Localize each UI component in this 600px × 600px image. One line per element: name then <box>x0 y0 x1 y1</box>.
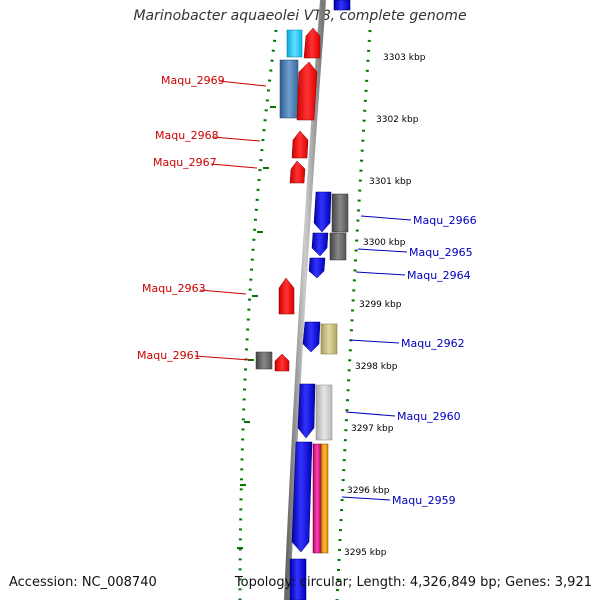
gene-maqu-2960 <box>297 383 316 439</box>
scale-tick-label: 3296 kbp <box>347 486 390 496</box>
genome-backbone <box>284 0 326 600</box>
gene-maqu-2961 <box>255 351 273 370</box>
gene-label-maqu-2967: Maqu_2967 <box>153 156 217 169</box>
scale-tick-label: 3300 kbp <box>363 238 406 248</box>
gene-lightgray <box>315 384 333 441</box>
gene-bottom <box>289 558 307 600</box>
leader-line <box>355 271 406 276</box>
gene-maqu-2962 <box>302 321 321 353</box>
left-ring-ticks <box>237 106 276 549</box>
leader-line <box>345 411 396 417</box>
gene-label-maqu-2964: Maqu_2964 <box>407 269 471 282</box>
gene-maqu-2964 <box>308 257 326 279</box>
gene-label-maqu-2965: Maqu_2965 <box>409 246 473 259</box>
gene-maqu-2959 <box>291 441 313 553</box>
topology-label: Topology: circular; Length: 4,326,849 bp… <box>234 575 592 590</box>
gene-magenta <box>312 443 322 554</box>
forward-genes <box>255 27 321 372</box>
leader-line <box>341 496 391 501</box>
gene-label-maqu-2966: Maqu_2966 <box>413 214 477 227</box>
gene-gray-lower <box>329 232 347 261</box>
scale-tick-label: 3301 kbp <box>369 177 412 187</box>
map-title: Marinobacter aquaeolei VT8, complete gen… <box>133 8 467 24</box>
leader-line <box>360 215 412 221</box>
scale-tick-label: 3302 kbp <box>376 115 419 125</box>
gene-orange <box>320 443 329 554</box>
scale-tick-label: 3299 kbp <box>359 300 402 310</box>
gene-red <box>303 27 321 59</box>
gene-label-maqu-2969: Maqu_2969 <box>161 74 225 87</box>
gene-label-maqu-2959: Maqu_2959 <box>392 494 456 507</box>
gene-maqu-2968 <box>291 130 309 159</box>
gene-maqu-2969 <box>296 61 318 121</box>
gene-maqu-2963 <box>278 277 295 315</box>
gene-cyan <box>286 29 303 58</box>
scale-tick-label: 3303 kbp <box>383 53 426 63</box>
gene-maqu-2966 <box>313 191 332 233</box>
gene-khaki <box>320 323 338 355</box>
reverse-genes <box>289 191 349 600</box>
leader-line <box>212 136 261 142</box>
scale-tick-label: 3295 kbp <box>344 548 387 558</box>
gene-label-maqu-2963: Maqu_2963 <box>142 282 206 295</box>
gene-label-maqu-2962: Maqu_2962 <box>401 337 465 350</box>
leader-line <box>194 355 251 361</box>
leader-line <box>357 248 408 253</box>
scale-tick-label: 3297 kbp <box>351 424 394 434</box>
accession-label: Accession: NC_008740 <box>9 575 157 590</box>
leader-line <box>349 339 400 344</box>
gene-steelblue <box>279 59 299 119</box>
gene-red-small <box>274 353 290 372</box>
gene-label-maqu-2961: Maqu_2961 <box>137 349 201 362</box>
gene-maqu-2967 <box>289 160 306 184</box>
outer-ring-left <box>238 29 278 600</box>
gene-maqu-2965 <box>311 232 329 257</box>
gene-label-maqu-2968: Maqu_2968 <box>155 129 219 142</box>
gene-fragment-top <box>333 0 351 11</box>
leader-line <box>199 289 247 295</box>
scale-tick-label: 3298 kbp <box>355 362 398 372</box>
outer-ring-right <box>335 29 372 600</box>
gene-label-maqu-2960: Maqu_2960 <box>397 410 461 423</box>
gene-gray-upper <box>331 193 349 233</box>
leader-line <box>210 163 258 169</box>
leader-line <box>218 80 267 87</box>
